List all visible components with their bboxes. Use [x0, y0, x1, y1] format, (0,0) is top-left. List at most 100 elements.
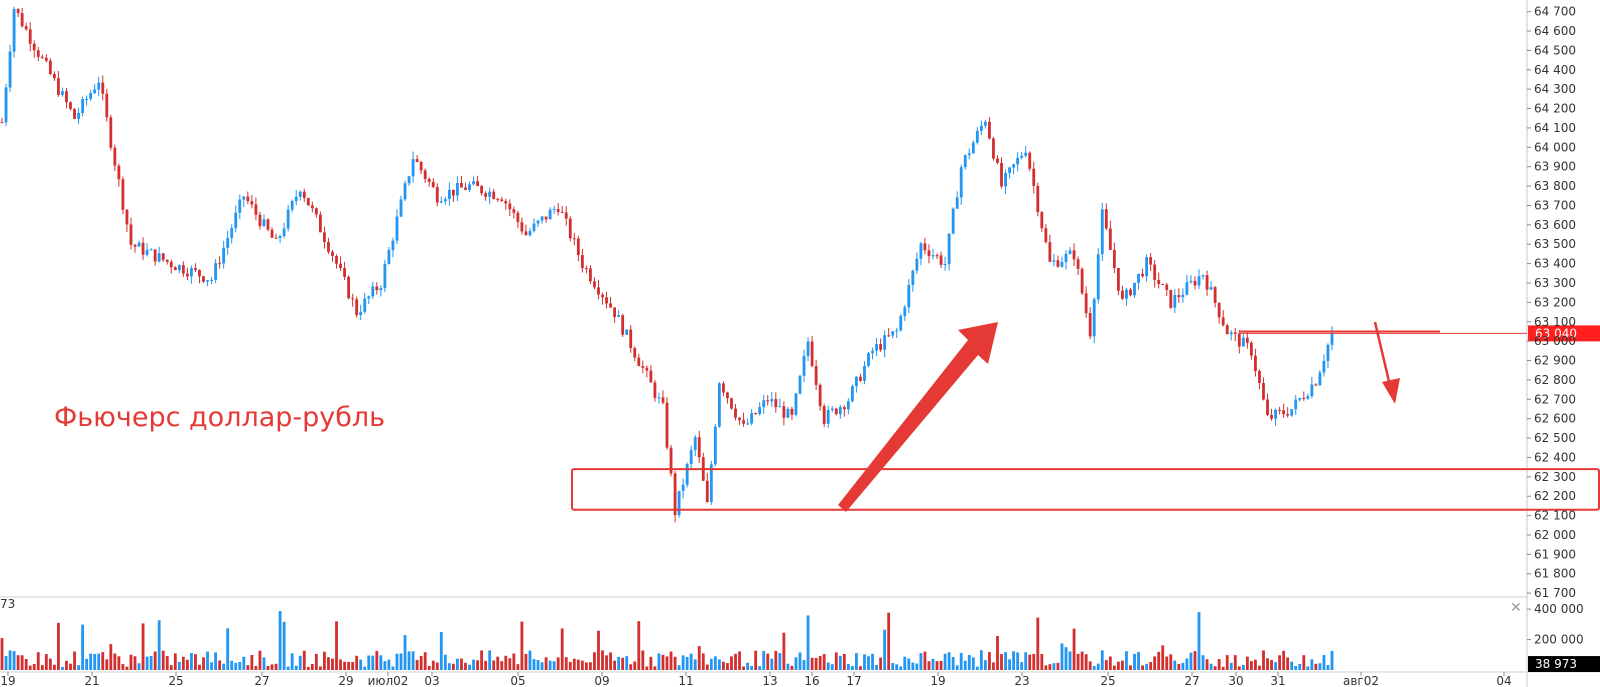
candle-body — [677, 490, 681, 516]
volume-bar — [339, 659, 342, 670]
candle-body — [238, 199, 242, 213]
volume-bar — [1044, 665, 1048, 670]
candle-body — [318, 214, 322, 233]
candle-body — [1076, 259, 1080, 269]
volume-bar — [1024, 652, 1028, 670]
candle-body — [637, 357, 641, 367]
candle-body — [1040, 212, 1044, 229]
volume-bar — [52, 664, 56, 670]
volume-bar — [871, 653, 874, 670]
volume-bar — [927, 661, 931, 670]
volume-bar — [1241, 664, 1245, 670]
volume-bar — [1000, 654, 1003, 670]
volume-bar — [556, 657, 560, 670]
candle-body — [907, 285, 911, 308]
volume-tick-label: 400 000 — [1534, 602, 1584, 616]
volume-bar — [863, 654, 866, 670]
volume-bar — [633, 661, 637, 670]
candle-body — [935, 255, 939, 257]
volume-bar — [274, 663, 278, 670]
annotations: 63 040 ✕ — [571, 321, 1600, 616]
volume-bar — [1076, 653, 1080, 670]
candle-body — [1032, 168, 1036, 186]
volume-bar — [1012, 651, 1016, 670]
price-tick-label: 64 300 — [1534, 82, 1576, 96]
candle-body — [1129, 289, 1132, 296]
candle-body — [911, 270, 915, 286]
candle-body — [855, 376, 858, 387]
candle-body — [335, 256, 338, 264]
candle-body — [419, 161, 423, 171]
volume-bar — [435, 662, 439, 670]
candle-body — [161, 253, 165, 260]
volume-bar — [451, 663, 455, 670]
candle-body — [818, 384, 822, 407]
candle-body — [1302, 398, 1306, 400]
volume-bar — [230, 660, 234, 670]
volume-bar — [576, 659, 580, 670]
time-tick-label: 30 — [1228, 674, 1243, 687]
volume-bar — [1221, 666, 1225, 670]
candle-body — [447, 189, 451, 199]
volume-bar — [742, 666, 745, 670]
volume-bar — [109, 644, 113, 670]
candle-body — [834, 408, 838, 415]
volume-bar — [806, 615, 810, 670]
volume-bar — [641, 650, 645, 670]
volume-bar — [528, 650, 532, 670]
time-tick-label: 16 — [804, 674, 819, 687]
time-tick-label: 04 — [1496, 674, 1511, 687]
volume-bar — [310, 663, 314, 670]
candle-body — [1028, 152, 1032, 169]
candle-body — [1153, 264, 1157, 280]
volume-bar — [89, 653, 93, 670]
candle-body — [149, 249, 153, 251]
candle-body — [375, 286, 379, 291]
volume-bar — [552, 661, 556, 670]
candle-body — [298, 191, 302, 197]
candle-body — [439, 201, 443, 203]
candle-body — [641, 366, 645, 368]
candle-body — [726, 392, 729, 399]
volume-bar — [468, 664, 471, 670]
candle-body — [971, 142, 975, 154]
candle-body — [524, 231, 528, 236]
time-tick-label: июл02 — [368, 674, 409, 687]
candle-body — [52, 73, 56, 79]
volume-bar — [931, 658, 935, 670]
volume-bar — [77, 665, 80, 670]
volume-bar — [685, 656, 689, 670]
candle-body — [1229, 332, 1233, 335]
volume-bar — [629, 664, 633, 670]
candle-body — [61, 91, 64, 95]
volume-bar — [1161, 645, 1165, 670]
candle-body — [117, 165, 121, 180]
volume-bar — [153, 651, 157, 670]
volume-bar — [4, 656, 8, 670]
volume-bar — [1104, 660, 1108, 670]
candle-body — [1008, 167, 1011, 173]
candle-body — [593, 281, 596, 288]
volume-bar — [1205, 659, 1209, 670]
candle-body — [1278, 409, 1282, 411]
volume-bar — [589, 662, 592, 670]
candle-body — [24, 26, 28, 30]
candle-body — [1185, 282, 1189, 295]
candle-body — [766, 400, 770, 402]
candle-body — [1157, 279, 1161, 284]
candle-body — [1270, 414, 1273, 419]
volume-bar — [536, 659, 540, 670]
volume-bar — [850, 666, 854, 670]
volume-bar — [875, 664, 878, 670]
volume-bar — [65, 660, 68, 670]
volume-bar — [1245, 656, 1249, 670]
volume-bar — [983, 660, 987, 670]
candle-body — [673, 473, 677, 516]
volume-bar — [846, 663, 850, 670]
volume-bar — [508, 658, 512, 670]
candle-body — [794, 393, 798, 415]
volume-bar — [1173, 660, 1177, 670]
volume-bar — [1108, 656, 1112, 670]
volume-bar — [8, 650, 12, 670]
